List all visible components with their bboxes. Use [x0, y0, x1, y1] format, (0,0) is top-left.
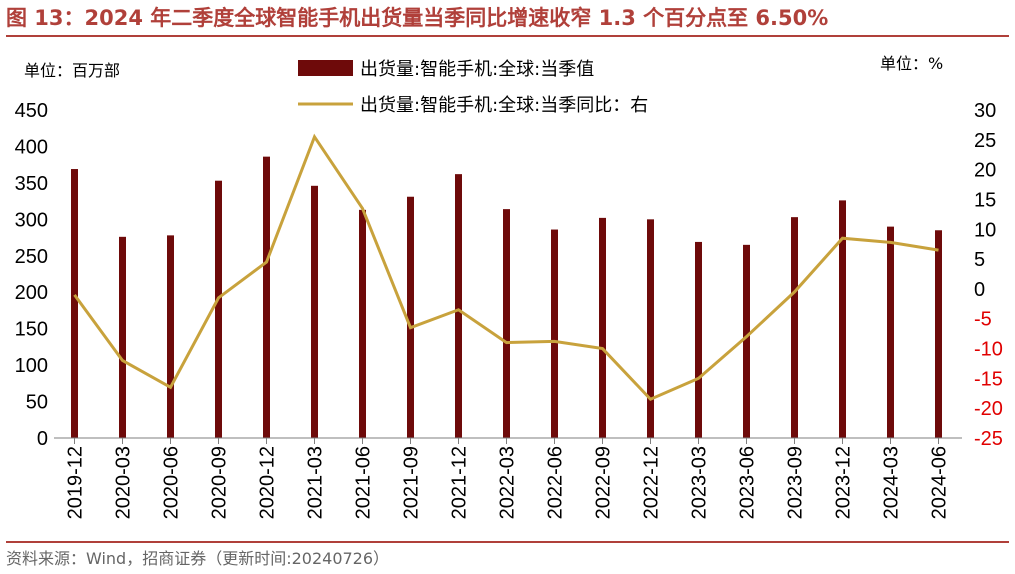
- right-axis-ticks: 30 25 20 15 10 5 0 -5 -10 -15 -20 -25: [974, 100, 1003, 450]
- right-tick-label: 0: [974, 279, 985, 301]
- bar: [215, 180, 222, 439]
- right-tick-label: 20: [974, 160, 996, 182]
- bar: [311, 185, 318, 438]
- right-tick-label: 25: [974, 130, 996, 152]
- title-divider: [6, 35, 1009, 37]
- source-divider: [6, 541, 1009, 543]
- bar: [119, 236, 126, 438]
- x-tick-label: 2022-09: [593, 446, 615, 519]
- legend-line-label: 出货量:智能手机:全球:当季同比：右: [360, 95, 648, 116]
- x-tick-label: 2021-12: [449, 446, 471, 519]
- left-tick-label: 250: [15, 246, 48, 268]
- bar: [647, 219, 654, 438]
- bar: [455, 174, 462, 439]
- bar: [695, 241, 702, 438]
- right-tick-label: 5: [974, 249, 985, 271]
- x-tick-label: 2022-12: [641, 446, 663, 519]
- x-tick-label: 2020-06: [161, 446, 183, 519]
- x-tick-label: 2023-03: [689, 446, 711, 519]
- bar: [167, 235, 174, 438]
- bar: [599, 217, 606, 438]
- bar: [839, 200, 846, 438]
- right-tick-label: -25: [974, 428, 1003, 450]
- x-tick-label: 2021-03: [305, 446, 327, 519]
- left-tick-label: 0: [37, 428, 48, 450]
- growth-line-series: [73, 133, 939, 402]
- figure-title: 图 13：2024 年二季度全球智能手机出货量当季同比增速收窄 1.3 个百分点…: [6, 6, 829, 30]
- bar-series: [71, 156, 942, 439]
- x-tick-label: 2022-03: [497, 446, 519, 519]
- x-tick-label: 2021-09: [401, 446, 423, 519]
- bar: [887, 226, 894, 438]
- x-tick-label: 2022-06: [545, 446, 567, 519]
- left-tick-label: 100: [15, 355, 48, 377]
- x-axis-ticks: 2019-12 2020-03 2020-06 2020-09 2020-12 2021-…: [65, 438, 951, 519]
- bar: [263, 156, 270, 438]
- x-tick-label: 2024-06: [929, 446, 951, 519]
- legend-bar-swatch: [298, 60, 353, 76]
- right-tick-label: -5: [974, 309, 992, 331]
- bar: [407, 196, 414, 438]
- left-tick-label: 50: [26, 392, 48, 414]
- right-tick-label: -15: [974, 368, 1003, 390]
- x-tick-label: 2019-12: [65, 446, 87, 519]
- right-tick-label: 10: [974, 219, 996, 241]
- left-tick-label: 200: [15, 282, 48, 304]
- x-tick-label: 2023-09: [785, 446, 807, 519]
- right-tick-label: -20: [974, 398, 1003, 420]
- bar: [791, 217, 798, 438]
- left-tick-label: 300: [15, 209, 48, 231]
- left-tick-label: 350: [15, 173, 48, 195]
- x-tick-label: 2023-12: [833, 446, 855, 519]
- x-tick-label: 2024-03: [881, 446, 903, 519]
- left-tick-label: 400: [15, 136, 48, 158]
- legend: 出货量:智能手机:全球:当季值 出货量:智能手机:全球:当季同比：右: [298, 59, 648, 116]
- bar: [71, 169, 78, 439]
- legend-bar-label: 出货量:智能手机:全球:当季值: [360, 59, 594, 80]
- bar: [935, 230, 942, 438]
- right-tick-label: 30: [974, 100, 996, 122]
- left-tick-label: 150: [15, 319, 48, 341]
- bar: [359, 209, 366, 438]
- left-tick-label: 450: [15, 100, 48, 122]
- right-axis-unit: 单位：%: [880, 54, 944, 73]
- source-note: 资料来源：Wind，招商证券（更新时间:20240726）: [6, 549, 390, 568]
- right-tick-label: 15: [974, 189, 996, 211]
- left-axis-unit: 单位：百万部: [24, 61, 121, 80]
- x-tick-label: 2023-06: [737, 446, 759, 519]
- bar: [743, 244, 750, 438]
- x-tick-label: 2020-03: [113, 446, 135, 519]
- left-axis-ticks: 0 50 100 150 200 250 300 350 400 450: [15, 100, 48, 450]
- right-tick-label: -10: [974, 339, 1003, 361]
- bar: [503, 209, 510, 438]
- bar: [551, 229, 558, 438]
- x-tick-label: 2021-06: [353, 446, 375, 519]
- x-tick-label: 2020-09: [209, 446, 231, 519]
- x-tick-label: 2020-12: [257, 446, 279, 519]
